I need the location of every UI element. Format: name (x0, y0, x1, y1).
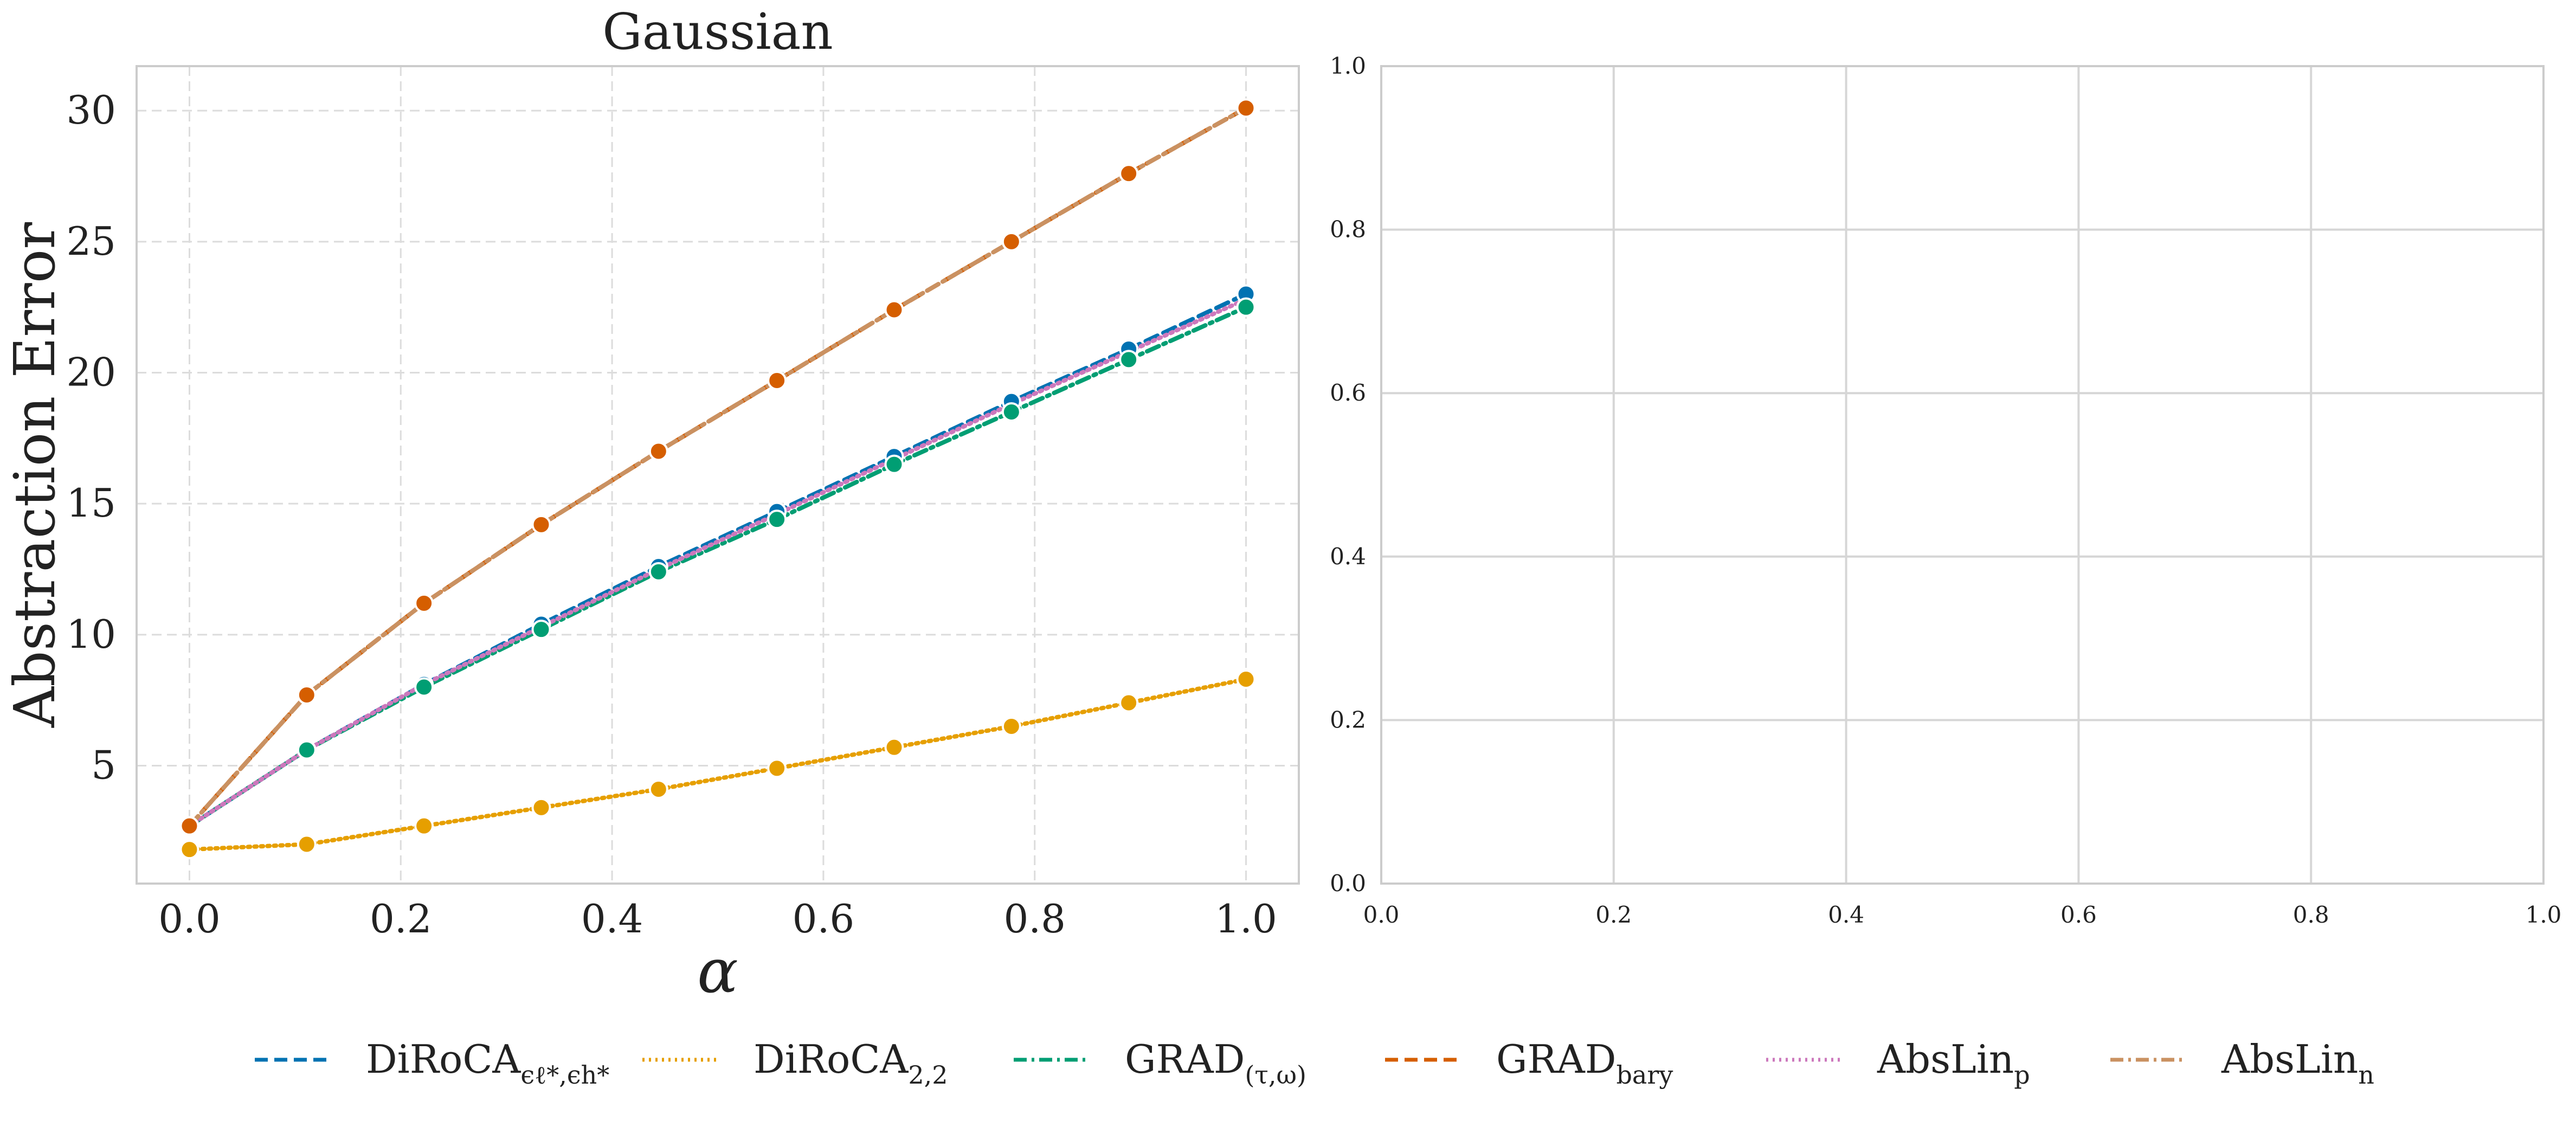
legend-label: AbsLin (1877, 1036, 2014, 1082)
data-point (1236, 669, 1256, 689)
data-point (648, 779, 668, 799)
data-point (1001, 231, 1021, 252)
y-tick-label: 0.6 (1330, 379, 1366, 406)
legend-label: DiRoCA (754, 1036, 909, 1082)
data-point (179, 840, 199, 860)
x-tick-label: 0.8 (1003, 896, 1066, 942)
legend-label-subscript: ϵℓ*,ϵh* (520, 1060, 609, 1090)
y-axis-label: Abstraction Error (2, 222, 68, 728)
series-line (187, 677, 1248, 852)
data-point (414, 677, 434, 697)
legend-label-subscript: n (2358, 1060, 2374, 1090)
data-point (414, 593, 434, 613)
right-axes-frame (1380, 65, 2545, 885)
chart-title: Gaussian (602, 3, 833, 61)
y-tick-label: 25 (66, 218, 116, 264)
legend-entry: AbsLinp (1877, 1036, 2030, 1090)
x-tick-label: 1.0 (1215, 896, 1277, 942)
y-tick-label: 1.0 (1330, 53, 1366, 79)
data-point (884, 300, 904, 320)
data-point (297, 834, 317, 854)
legend-entry: GRAD(τ,ω) (1125, 1036, 1306, 1090)
data-point (1001, 717, 1021, 736)
legend-label-subscript: (τ,ω) (1245, 1060, 1306, 1090)
x-tick-label: 0.8 (2293, 901, 2329, 928)
y-tick-label: 0.0 (1330, 870, 1366, 897)
data-point (767, 371, 787, 390)
right-chart-panel: 0.0 0.2 0.4 0.6 0.8 1.0 0.0 0.2 0.4 0.6 0.8 1.0 (1330, 53, 2561, 928)
y-tick-label: 0.8 (1330, 216, 1366, 243)
data-point (767, 758, 787, 778)
data-point (648, 562, 668, 582)
data-point (1236, 297, 1256, 317)
x-tick-label: 1.0 (2526, 901, 2562, 928)
x-tick-label: 0.4 (581, 896, 643, 942)
y-tick-label: 0.4 (1330, 543, 1366, 570)
data-point (767, 510, 787, 530)
data-point (1236, 98, 1256, 118)
data-point (531, 797, 551, 817)
legend-label-subscript: p (2014, 1060, 2030, 1090)
x-tick-label: 0.4 (1828, 901, 1864, 928)
x-tick-label: 0.2 (1595, 901, 1632, 928)
series-line (187, 305, 1248, 828)
data-point (1001, 402, 1021, 422)
y-tick-label: 20 (66, 350, 116, 395)
legend-label: GRAD (1125, 1036, 1245, 1082)
data-point (648, 441, 668, 461)
data-point (1119, 693, 1139, 713)
legend-label-subscript: 2,2 (908, 1060, 948, 1090)
y-tick-label: 0.2 (1330, 706, 1366, 733)
legend-entry: DiRoCA2,2 (754, 1036, 948, 1090)
legend-entry: DiRoCAϵℓ*,ϵh* (366, 1036, 609, 1090)
x-tick-label: 0.6 (793, 896, 855, 942)
y-tick-label: 5 (91, 743, 116, 788)
legend-label: GRAD (1496, 1036, 1616, 1082)
x-tick-label: 0.6 (2060, 901, 2097, 928)
legend-label: DiRoCA (366, 1036, 521, 1082)
data-point (531, 514, 551, 534)
legend: DiRoCAϵℓ*,ϵh* DiRoCA2,2 GRAD(τ,ω) GRADbary A… (255, 1036, 2374, 1090)
left-axes-frame (136, 65, 1300, 885)
x-tick-label: 0.0 (158, 896, 221, 942)
data-point (297, 740, 317, 760)
plot-area (179, 98, 1256, 860)
left-chart-panel: 0.0 0.2 0.4 0.6 0.8 1.0 5 10 15 20 25 30 Gaussian α Ab… (2, 3, 1300, 1007)
data-point (884, 454, 904, 474)
data-point (297, 685, 317, 705)
data-point (1119, 350, 1139, 370)
series-line (187, 297, 1248, 828)
x-axis-label: α (697, 936, 738, 1007)
legend-entry: AbsLinn (2221, 1036, 2374, 1090)
data-point (179, 816, 199, 836)
y-tick-label: 30 (66, 87, 116, 133)
legend-label: AbsLin (2221, 1036, 2358, 1082)
series-line (187, 292, 1248, 828)
data-point (531, 620, 551, 640)
data-point (884, 737, 904, 757)
y-tick-label: 15 (66, 480, 116, 526)
legend-label-subscript: bary (1616, 1060, 1673, 1090)
x-tick-label: 0.2 (370, 896, 432, 942)
series-line (187, 106, 1248, 828)
legend-entry: GRADbary (1496, 1036, 1673, 1090)
x-tick-label: 0.0 (1363, 901, 1400, 928)
series-line (187, 106, 1248, 828)
data-point (1119, 164, 1139, 184)
y-tick-label: 10 (66, 611, 116, 657)
data-point (414, 816, 434, 836)
